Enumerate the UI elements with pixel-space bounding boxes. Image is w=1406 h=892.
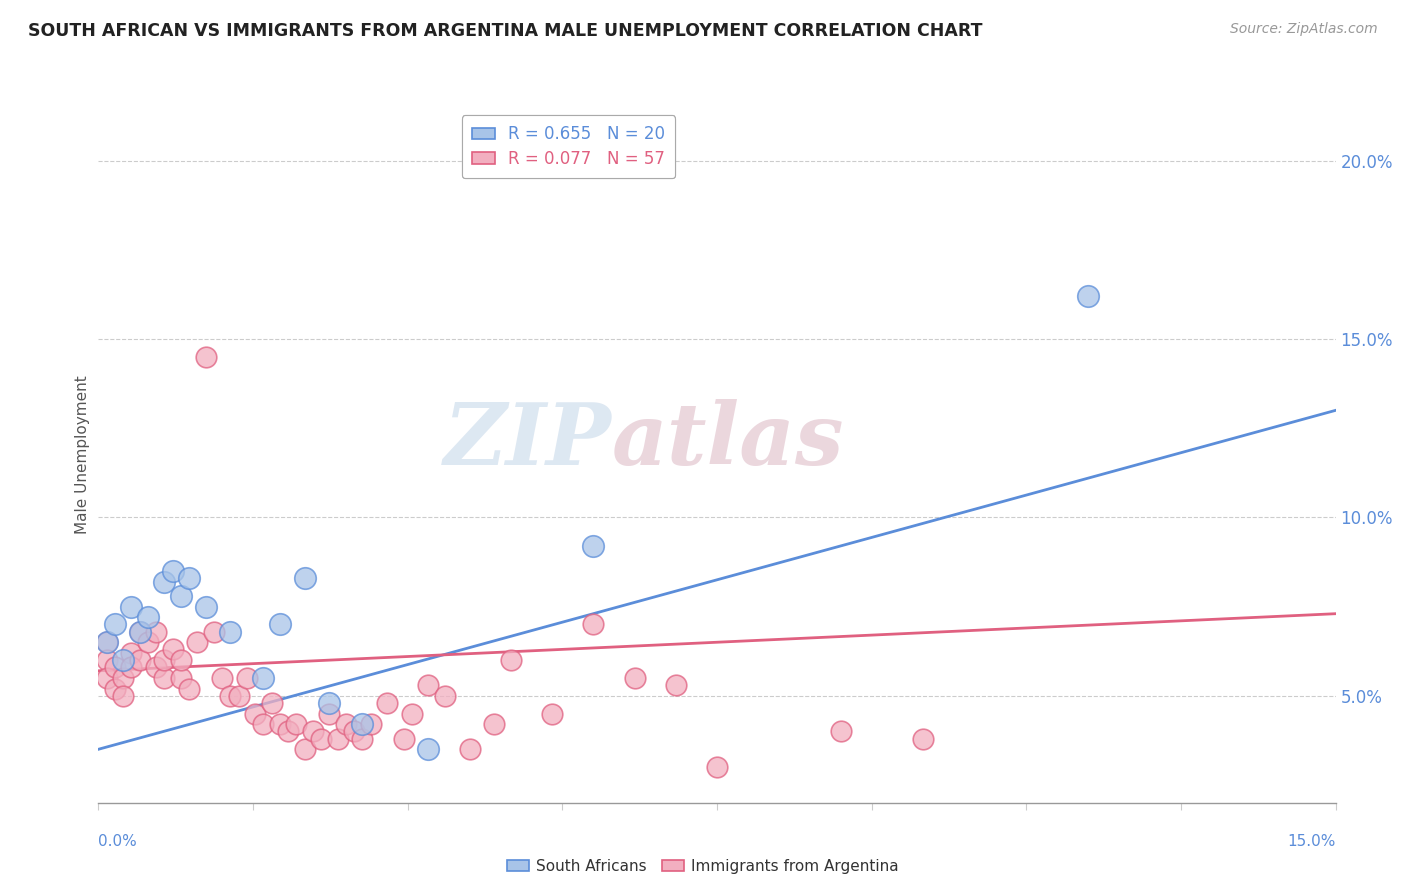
- Point: [194, 599, 217, 614]
- Point: [541, 706, 564, 721]
- Point: [343, 724, 366, 739]
- Point: [302, 724, 325, 739]
- Point: [145, 660, 167, 674]
- Point: [665, 678, 688, 692]
- Legend: South Africans, Immigrants from Argentina: South Africans, Immigrants from Argentin…: [501, 853, 905, 880]
- Text: 0.0%: 0.0%: [98, 834, 138, 849]
- Point: [153, 653, 176, 667]
- Point: [186, 635, 208, 649]
- Point: [153, 671, 176, 685]
- Point: [128, 624, 150, 639]
- Legend: R = 0.655   N = 20, R = 0.077   N = 57: R = 0.655 N = 20, R = 0.077 N = 57: [461, 115, 675, 178]
- Point: [228, 689, 250, 703]
- Point: [153, 574, 176, 589]
- Text: atlas: atlas: [612, 400, 845, 483]
- Point: [162, 564, 184, 578]
- Point: [285, 717, 308, 731]
- Point: [96, 635, 118, 649]
- Point: [179, 571, 201, 585]
- Point: [392, 731, 415, 746]
- Point: [352, 731, 374, 746]
- Point: [96, 653, 118, 667]
- Point: [294, 571, 316, 585]
- Point: [335, 717, 357, 731]
- Point: [582, 539, 605, 553]
- Point: [112, 653, 135, 667]
- Point: [136, 610, 159, 624]
- Point: [1077, 289, 1099, 303]
- Text: ZIP: ZIP: [444, 400, 612, 483]
- Point: [401, 706, 423, 721]
- Point: [309, 731, 332, 746]
- Point: [145, 624, 167, 639]
- Point: [458, 742, 481, 756]
- Point: [375, 696, 398, 710]
- Point: [170, 589, 193, 603]
- Point: [104, 660, 127, 674]
- Point: [104, 617, 127, 632]
- Point: [418, 678, 440, 692]
- Point: [170, 671, 193, 685]
- Point: [360, 717, 382, 731]
- Point: [294, 742, 316, 756]
- Point: [211, 671, 233, 685]
- Text: SOUTH AFRICAN VS IMMIGRANTS FROM ARGENTINA MALE UNEMPLOYMENT CORRELATION CHART: SOUTH AFRICAN VS IMMIGRANTS FROM ARGENTI…: [28, 22, 983, 40]
- Point: [112, 689, 135, 703]
- Point: [830, 724, 852, 739]
- Point: [120, 599, 142, 614]
- Point: [706, 760, 728, 774]
- Point: [252, 717, 274, 731]
- Point: [236, 671, 259, 685]
- Point: [418, 742, 440, 756]
- Y-axis label: Male Unemployment: Male Unemployment: [75, 376, 90, 534]
- Point: [219, 624, 242, 639]
- Point: [162, 642, 184, 657]
- Point: [269, 617, 291, 632]
- Point: [112, 671, 135, 685]
- Point: [202, 624, 225, 639]
- Point: [252, 671, 274, 685]
- Point: [219, 689, 242, 703]
- Point: [623, 671, 645, 685]
- Point: [179, 681, 201, 696]
- Point: [128, 653, 150, 667]
- Point: [318, 696, 340, 710]
- Point: [484, 717, 506, 731]
- Point: [96, 635, 118, 649]
- Point: [582, 617, 605, 632]
- Point: [120, 660, 142, 674]
- Point: [243, 706, 266, 721]
- Point: [120, 646, 142, 660]
- Point: [277, 724, 299, 739]
- Point: [912, 731, 935, 746]
- Point: [499, 653, 522, 667]
- Text: Source: ZipAtlas.com: Source: ZipAtlas.com: [1230, 22, 1378, 37]
- Point: [96, 671, 118, 685]
- Point: [318, 706, 340, 721]
- Point: [433, 689, 456, 703]
- Text: 15.0%: 15.0%: [1288, 834, 1336, 849]
- Point: [326, 731, 349, 746]
- Point: [194, 350, 217, 364]
- Point: [136, 635, 159, 649]
- Point: [170, 653, 193, 667]
- Point: [269, 717, 291, 731]
- Point: [128, 624, 150, 639]
- Point: [104, 681, 127, 696]
- Point: [260, 696, 283, 710]
- Point: [352, 717, 374, 731]
